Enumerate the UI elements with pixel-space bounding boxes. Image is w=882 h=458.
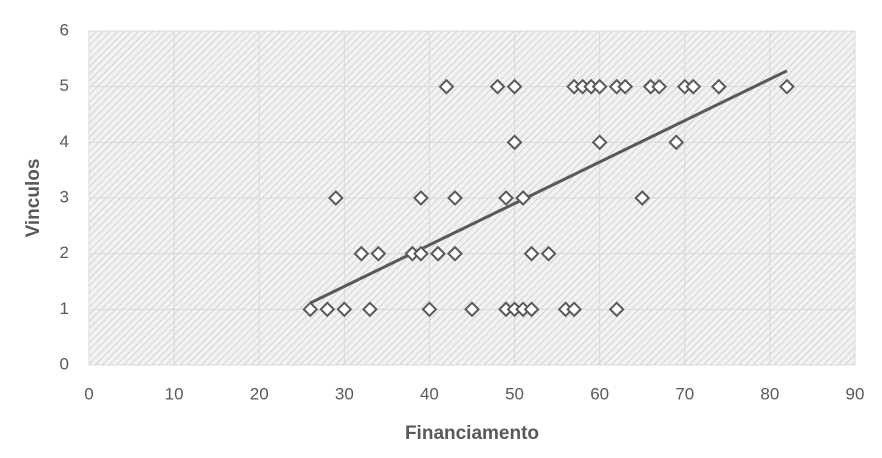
point bbox=[515, 190, 531, 206]
x-tick-label: 50 bbox=[505, 384, 524, 403]
point bbox=[421, 301, 438, 318]
y-tick-label: 0 bbox=[60, 354, 69, 373]
point bbox=[327, 190, 344, 206]
point bbox=[685, 78, 702, 95]
point bbox=[370, 245, 387, 262]
point bbox=[634, 190, 651, 206]
x-tick-label: 30 bbox=[335, 384, 354, 403]
y-tick-label: 6 bbox=[60, 20, 69, 39]
point bbox=[591, 134, 608, 151]
point bbox=[464, 301, 480, 318]
x-tick-label: 90 bbox=[846, 384, 865, 403]
trendline bbox=[309, 69, 788, 305]
point bbox=[336, 301, 353, 318]
point bbox=[438, 78, 455, 95]
x-axis-title: Financiamento bbox=[405, 423, 539, 444]
point bbox=[651, 78, 668, 95]
point bbox=[447, 245, 463, 262]
point bbox=[361, 301, 378, 318]
point bbox=[591, 78, 608, 95]
point bbox=[506, 134, 523, 151]
point bbox=[430, 245, 446, 262]
y-tick-label: 1 bbox=[60, 299, 69, 318]
point bbox=[523, 301, 540, 318]
y-tick-label: 2 bbox=[60, 243, 69, 262]
x-tick-label: 10 bbox=[165, 384, 184, 403]
point bbox=[498, 190, 514, 206]
x-tick-label: 80 bbox=[760, 384, 779, 403]
x-tick-label: 40 bbox=[420, 384, 439, 403]
point bbox=[506, 78, 523, 95]
point bbox=[778, 78, 795, 95]
point bbox=[710, 78, 727, 95]
y-tick-label: 3 bbox=[60, 187, 69, 206]
x-tick-label: 0 bbox=[84, 384, 93, 403]
point bbox=[413, 190, 429, 206]
point bbox=[608, 301, 625, 318]
point bbox=[523, 245, 540, 262]
point bbox=[413, 245, 429, 262]
point bbox=[617, 78, 634, 95]
point bbox=[353, 245, 370, 262]
point bbox=[668, 134, 685, 151]
point bbox=[302, 301, 319, 318]
x-tick-label: 20 bbox=[250, 384, 269, 403]
point bbox=[319, 301, 336, 318]
point bbox=[540, 245, 557, 262]
point bbox=[489, 78, 506, 95]
point bbox=[566, 301, 583, 318]
x-tick-label: 70 bbox=[675, 384, 694, 403]
y-tick-label: 4 bbox=[60, 132, 69, 151]
y-axis-title: Vinculos bbox=[23, 159, 44, 238]
y-tick-label: 5 bbox=[60, 76, 69, 95]
x-tick-label: 60 bbox=[590, 384, 609, 403]
point bbox=[447, 190, 463, 206]
